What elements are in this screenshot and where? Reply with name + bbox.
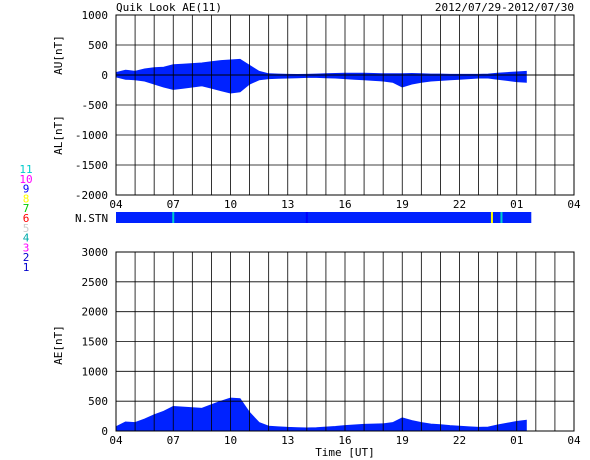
top-ytick: 0 bbox=[101, 69, 108, 82]
top-xtick: 10 bbox=[224, 198, 237, 211]
al-axis-label: AL[nT] bbox=[52, 115, 65, 155]
nstn-change-mark bbox=[172, 212, 175, 223]
top-xtick: 22 bbox=[453, 198, 466, 211]
top-xtick: 07 bbox=[167, 198, 180, 211]
top-xtick: 16 bbox=[338, 198, 351, 211]
nstn-change-mark bbox=[305, 212, 308, 223]
bottom-ytick: 1000 bbox=[82, 365, 109, 378]
bottom-xtick: 19 bbox=[396, 434, 409, 447]
legend-entry: 3 bbox=[23, 241, 30, 254]
top-ytick: -500 bbox=[82, 99, 109, 112]
bottom-xtick: 01 bbox=[510, 434, 523, 447]
ae-axis-label: AE[nT] bbox=[52, 325, 65, 365]
top-ytick: -1000 bbox=[75, 129, 108, 142]
date-range: 2012/07/29-2012/07/30 bbox=[435, 1, 574, 14]
x-axis-label: Time [UT] bbox=[315, 446, 375, 459]
bottom-xtick: 13 bbox=[281, 434, 294, 447]
bottom-xtick: 04 bbox=[567, 434, 581, 447]
top-xtick: 19 bbox=[396, 198, 409, 211]
au-axis-label: AU[nT] bbox=[52, 35, 65, 75]
legend-entry: 9 bbox=[23, 183, 30, 196]
nstn-change-mark bbox=[490, 212, 493, 223]
legend-entry: 6 bbox=[23, 212, 30, 225]
legend-entry: 2 bbox=[23, 251, 30, 264]
legend-entry: 10 bbox=[19, 173, 32, 186]
au-al-area bbox=[115, 58, 527, 94]
legend-entry: 8 bbox=[23, 192, 30, 205]
top-ytick: 1000 bbox=[82, 9, 109, 22]
bottom-ytick: 500 bbox=[88, 395, 108, 408]
top-ytick: 500 bbox=[88, 39, 108, 52]
bottom-xtick: 10 bbox=[224, 434, 237, 447]
legend-entry: 11 bbox=[19, 163, 32, 176]
legend-entry: 1 bbox=[23, 261, 30, 274]
bottom-xtick: 16 bbox=[338, 434, 351, 447]
top-xtick: 04 bbox=[109, 198, 123, 211]
bottom-xtick: 04 bbox=[109, 434, 123, 447]
legend-entry: 4 bbox=[23, 232, 30, 245]
bottom-xtick: 07 bbox=[167, 434, 180, 447]
nstn-bar bbox=[116, 212, 532, 223]
top-ytick: -2000 bbox=[75, 189, 108, 202]
bottom-ytick: 3000 bbox=[82, 246, 109, 259]
legend-entry: 5 bbox=[23, 222, 30, 235]
nstn-label: N.STN bbox=[75, 212, 108, 225]
ae-area bbox=[115, 397, 527, 432]
chart-title: Quik Look AE(11) bbox=[116, 1, 222, 14]
top-xtick: 01 bbox=[510, 198, 523, 211]
bottom-xtick: 22 bbox=[453, 434, 466, 447]
top-xtick: 04 bbox=[567, 198, 581, 211]
top-xtick: 13 bbox=[281, 198, 294, 211]
bottom-ytick: 0 bbox=[101, 425, 108, 438]
legend-entry: 7 bbox=[23, 202, 30, 215]
bottom-ytick: 2000 bbox=[82, 306, 109, 319]
top-ytick: -1500 bbox=[75, 159, 108, 172]
bottom-ytick: 2500 bbox=[82, 276, 109, 289]
nstn-change-mark bbox=[500, 212, 503, 223]
bottom-ytick: 1500 bbox=[82, 336, 109, 349]
nstn-bar-fill bbox=[116, 212, 532, 223]
